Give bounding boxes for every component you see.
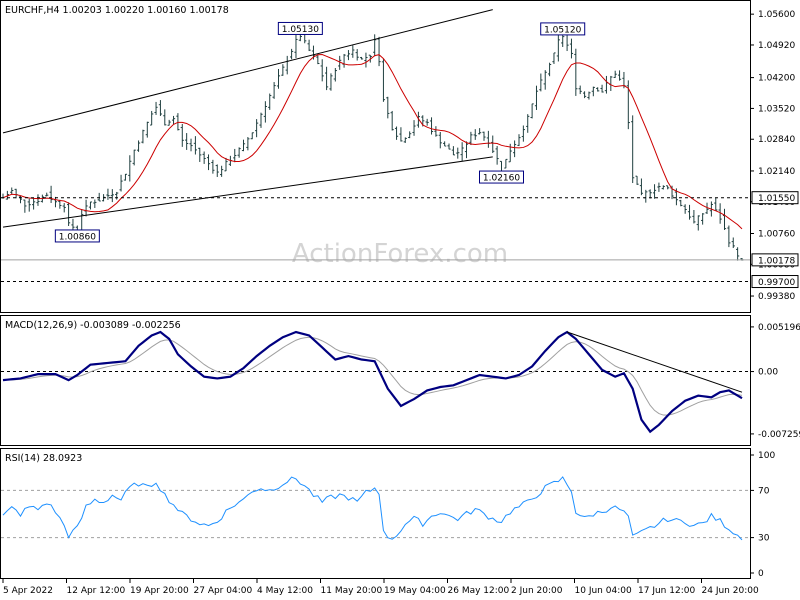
macd-tick-label: -0.007259 xyxy=(758,430,800,440)
rsi-tick-label: 70 xyxy=(758,486,770,496)
time-tick-label: 17 Jun 12:00 xyxy=(638,586,695,596)
rsi-plot xyxy=(1,476,750,541)
time-tick-label: 2 Jun 20:00 xyxy=(511,586,563,596)
macd-main-line xyxy=(2,330,743,434)
price-tick-label: 1.04920 xyxy=(758,41,795,51)
annotation-box xyxy=(277,21,323,35)
time-tick-label: 4 May 12:00 xyxy=(257,586,313,596)
time-tick-label: 24 Jun 20:00 xyxy=(702,586,759,596)
moving-average-line xyxy=(2,54,743,230)
annotation-label: 1.05120 xyxy=(544,25,581,35)
main-plot: 1.00860 1.05130 1.02160 1.05120 xyxy=(1,9,750,283)
level-price-label: 1.00178 xyxy=(758,256,795,266)
level-price-label: 0.99700 xyxy=(758,278,795,288)
time-tick-label: 27 Apr 04:00 xyxy=(194,586,253,596)
annotation-label: 1.02160 xyxy=(483,174,520,184)
price-trendline xyxy=(2,9,493,134)
time-tick-label: 11 May 20:00 xyxy=(321,586,383,596)
macd-tick-label: 0.00 xyxy=(758,368,778,378)
price-tick-label: 1.05600 xyxy=(758,10,795,20)
time-tick-label: 26 May 12:00 xyxy=(448,586,510,596)
level-price-label: 1.01550 xyxy=(758,194,795,204)
rsi-header: RSI(14) 28.0923 xyxy=(5,453,82,464)
macd-plot xyxy=(1,330,750,434)
main-panel xyxy=(0,0,751,313)
macd-tick-label: 0.005196 xyxy=(758,323,800,333)
axes: 1.05600 1.04920 1.04200 1.03520 1.02840 1.021… xyxy=(2,10,800,596)
time-tick-label: 19 May 04:00 xyxy=(384,586,446,596)
time-tick-label: 12 Apr 12:00 xyxy=(67,586,126,596)
annotation-box xyxy=(540,22,586,36)
watermark: ActionForex.com xyxy=(292,239,508,269)
price-trendline xyxy=(2,156,493,228)
rsi-tick-label: 0 xyxy=(758,569,764,579)
price-tick-label: 1.02840 xyxy=(758,135,795,145)
price-tick-label: 1.00760 xyxy=(758,229,795,239)
rsi-tick-label: 30 xyxy=(758,534,770,544)
macd-trendline xyxy=(566,331,743,393)
price-tick-label: 0.99380 xyxy=(758,292,795,302)
time-tick-label: 19 Apr 20:00 xyxy=(130,586,189,596)
annotation-label: 1.05130 xyxy=(282,25,319,35)
macd-signal-line xyxy=(2,336,743,416)
time-tick-label: 5 Apr 2022 xyxy=(3,586,53,596)
level-price-box xyxy=(751,275,799,289)
annotation-label: 1.00860 xyxy=(59,232,96,242)
price-tick-label: 1.04200 xyxy=(758,74,795,84)
rsi-tick-label: 100 xyxy=(758,451,775,461)
price-tick-label: 1.02140 xyxy=(758,167,795,177)
macd-header: MACD(12,26,9) -0.003089 -0.002256 xyxy=(5,320,181,331)
annotation-box xyxy=(478,170,524,184)
rsi-line xyxy=(2,476,743,541)
chart-header: EURCHF,H4 1.00203 1.00220 1.00160 1.0017… xyxy=(5,5,229,16)
annotation-box xyxy=(54,229,100,243)
rsi-panel xyxy=(0,448,751,579)
level-price-box xyxy=(751,191,799,205)
level-price-box xyxy=(751,253,799,267)
price-tick-label: 1.03520 xyxy=(758,104,795,114)
macd-panel xyxy=(0,315,751,446)
time-tick-label: 10 Jun 04:00 xyxy=(575,586,632,596)
